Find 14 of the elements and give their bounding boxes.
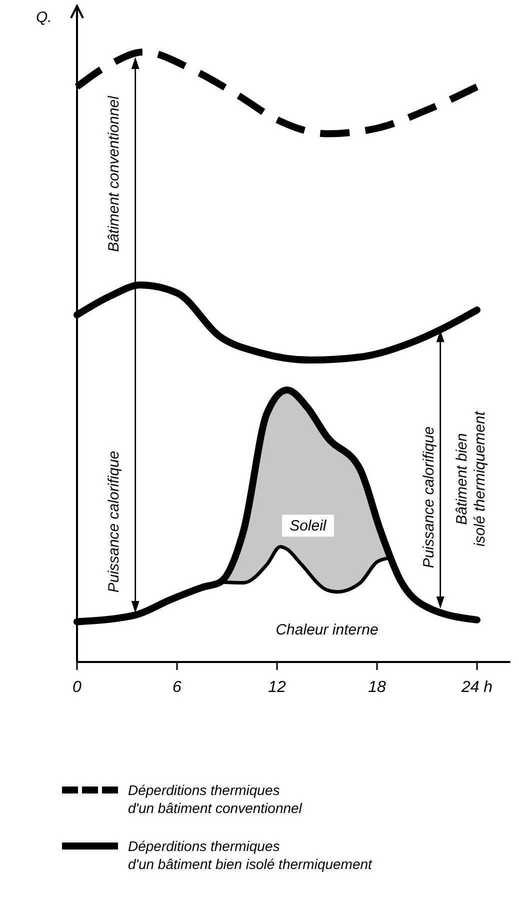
annotation: Puissance calorifique [420, 426, 438, 568]
annotation: Puissance calorifique [105, 450, 122, 593]
x-tick-label: 18 [368, 679, 386, 696]
y-axis-title: Q. [36, 9, 52, 26]
x-tick-label: 24 h [460, 679, 493, 696]
x-tick-label: 12 [268, 679, 286, 696]
annotation: Bâtiment bien isolé thermiquement [453, 410, 488, 547]
x-tick-label: 6 [172, 679, 182, 696]
x-tick-label: 0 [72, 679, 82, 696]
annotation: Chaleur interne [276, 622, 378, 639]
annotation: Bâtiment conventionnel [105, 95, 122, 252]
series-label: Soleil [290, 518, 327, 535]
legend-label: Déperditions thermiques d'un bâtiment conventionnel [128, 782, 303, 816]
legend-label: Déperditions thermiques d'un bâtiment bien isolé thermiquement [128, 838, 374, 872]
